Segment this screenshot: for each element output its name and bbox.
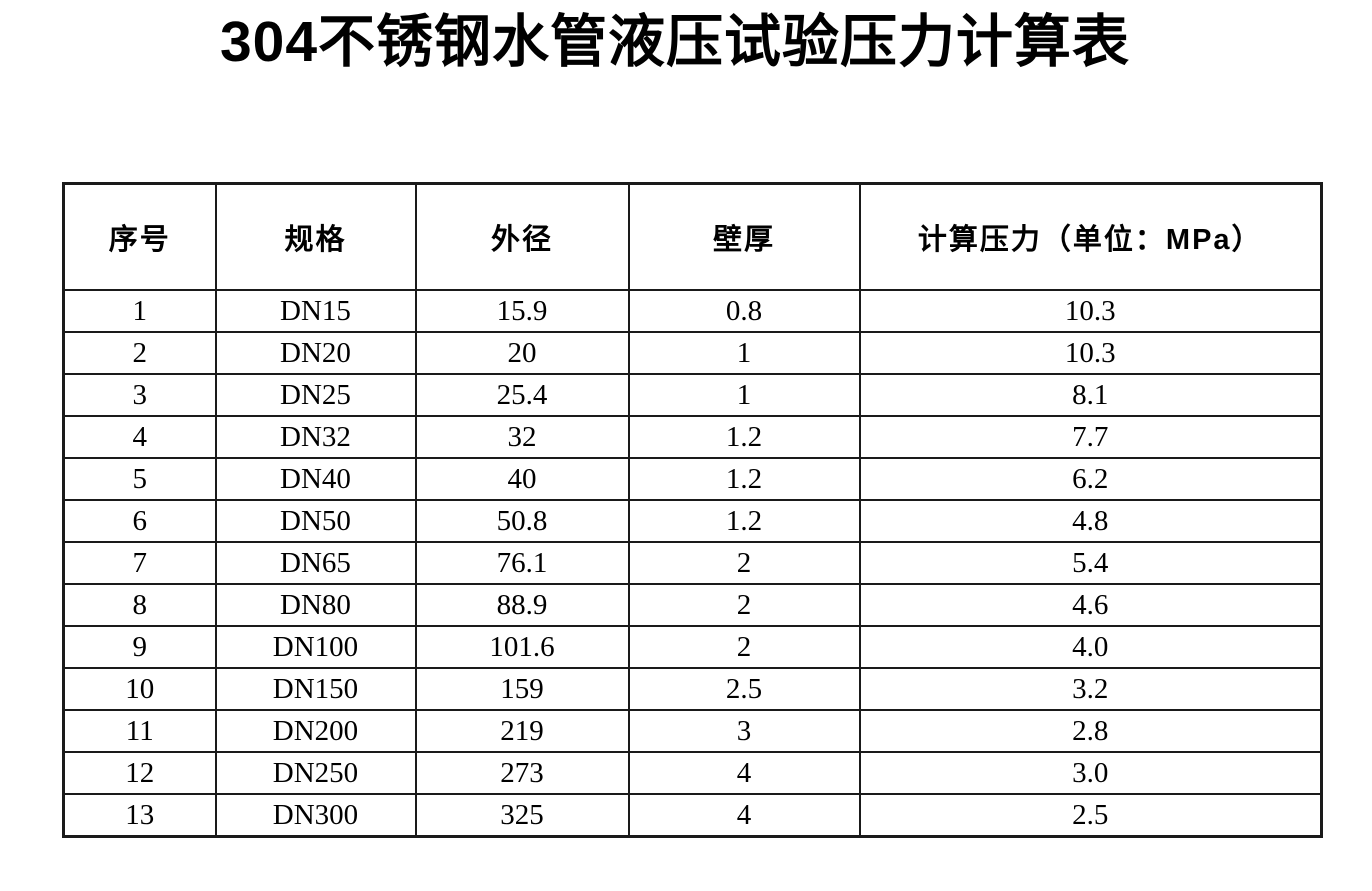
- table-cell: DN20: [214, 331, 417, 375]
- table-cell: DN300: [214, 793, 417, 838]
- table-cell: 8.1: [858, 373, 1323, 417]
- column-header-spec: 规格: [214, 182, 417, 291]
- table-cell: 32: [414, 415, 630, 459]
- table-cell: 50.8: [414, 499, 630, 543]
- table-cell: 6: [62, 499, 217, 543]
- table-cell: 1: [627, 373, 861, 417]
- table-row: 11 DN200 219 3 2.8: [62, 709, 1323, 753]
- table-cell: 1.2: [627, 499, 861, 543]
- table-cell: DN80: [214, 583, 417, 627]
- table-cell: 11: [62, 709, 217, 753]
- table-cell: 10.3: [858, 289, 1323, 333]
- table-cell: 4: [627, 751, 861, 795]
- pressure-table: 序号 规格 外径 壁厚 计算压力（单位：MPa） 1 DN15 15.9 0.8 10.…: [62, 182, 1323, 838]
- table-cell: 5: [62, 457, 217, 501]
- table-row: 6 DN50 50.8 1.2 4.8: [62, 499, 1323, 543]
- table-cell: 76.1: [414, 541, 630, 585]
- table-row: 12 DN250 273 4 3.0: [62, 751, 1323, 795]
- column-header-wall: 壁厚: [627, 182, 861, 291]
- table-cell: 325: [414, 793, 630, 838]
- table-cell: 13: [62, 793, 217, 838]
- table-cell: 2: [627, 583, 861, 627]
- table-body: 1 DN15 15.9 0.8 10.3 2 DN20 20 1 10.3 3 DN25 25.4 1 8.…: [62, 289, 1323, 838]
- table-cell: 10: [62, 667, 217, 711]
- table-cell: DN25: [214, 373, 417, 417]
- table-row: 5 DN40 40 1.2 6.2: [62, 457, 1323, 501]
- table-cell: 3.2: [858, 667, 1323, 711]
- table-cell: DN150: [214, 667, 417, 711]
- table-cell: 273: [414, 751, 630, 795]
- table-cell: 2.5: [627, 667, 861, 711]
- table-cell: DN65: [214, 541, 417, 585]
- table-cell: 9: [62, 625, 217, 669]
- table-cell: 2: [62, 331, 217, 375]
- table-cell: 40: [414, 457, 630, 501]
- table-cell: 8: [62, 583, 217, 627]
- table-row: 10 DN150 159 2.5 3.2: [62, 667, 1323, 711]
- table-cell: 88.9: [414, 583, 630, 627]
- table-cell: 219: [414, 709, 630, 753]
- table-cell: DN200: [214, 709, 417, 753]
- table-cell: 4: [62, 415, 217, 459]
- table-cell: DN40: [214, 457, 417, 501]
- table-cell: DN32: [214, 415, 417, 459]
- table-cell: 2.5: [858, 793, 1323, 838]
- table-cell: 3: [627, 709, 861, 753]
- column-header-od: 外径: [414, 182, 630, 291]
- table-cell: 20: [414, 331, 630, 375]
- table-cell: 2.8: [858, 709, 1323, 753]
- table-cell: DN250: [214, 751, 417, 795]
- table-row: 3 DN25 25.4 1 8.1: [62, 373, 1323, 417]
- table-row: 4 DN32 32 1.2 7.7: [62, 415, 1323, 459]
- table-cell: 1.2: [627, 415, 861, 459]
- page-title: 304不锈钢水管液压试验压力计算表: [219, 10, 1131, 74]
- table-cell: 25.4: [414, 373, 630, 417]
- table-cell: DN15: [214, 289, 417, 333]
- table-cell: 6.2: [858, 457, 1323, 501]
- table-cell: 15.9: [414, 289, 630, 333]
- table-row: 8 DN80 88.9 2 4.6: [62, 583, 1323, 627]
- table-cell: DN100: [214, 625, 417, 669]
- table-cell: 101.6: [414, 625, 630, 669]
- table-row: 2 DN20 20 1 10.3: [62, 331, 1323, 375]
- table-cell: 1.2: [627, 457, 861, 501]
- column-header-pressure: 计算压力（单位：MPa）: [858, 182, 1323, 291]
- table-cell: 1: [62, 289, 217, 333]
- table-cell: 159: [414, 667, 630, 711]
- table-cell: 7.7: [858, 415, 1323, 459]
- table-row: 7 DN65 76.1 2 5.4: [62, 541, 1323, 585]
- table-cell: DN50: [214, 499, 417, 543]
- table-row: 1 DN15 15.9 0.8 10.3: [62, 289, 1323, 333]
- header-row: 序号 规格 外径 壁厚 计算压力（单位：MPa）: [62, 182, 1323, 291]
- table-cell: 7: [62, 541, 217, 585]
- table-cell: 10.3: [858, 331, 1323, 375]
- table-cell: 1: [627, 331, 861, 375]
- table-cell: 4.0: [858, 625, 1323, 669]
- table-cell: 3: [62, 373, 217, 417]
- table-cell: 2: [627, 541, 861, 585]
- table-row: 9 DN100 101.6 2 4.0: [62, 625, 1323, 669]
- table-cell: 3.0: [858, 751, 1323, 795]
- table-cell: 5.4: [858, 541, 1323, 585]
- table-cell: 0.8: [627, 289, 861, 333]
- table-header: 序号 规格 外径 壁厚 计算压力（单位：MPa）: [62, 182, 1323, 291]
- table-cell: 2: [627, 625, 861, 669]
- column-header-seq: 序号: [62, 182, 217, 291]
- table-cell: 4: [627, 793, 861, 838]
- table-cell: 4.8: [858, 499, 1323, 543]
- table-cell: 12: [62, 751, 217, 795]
- table-cell: 4.6: [858, 583, 1323, 627]
- table-row: 13 DN300 325 4 2.5: [62, 793, 1323, 838]
